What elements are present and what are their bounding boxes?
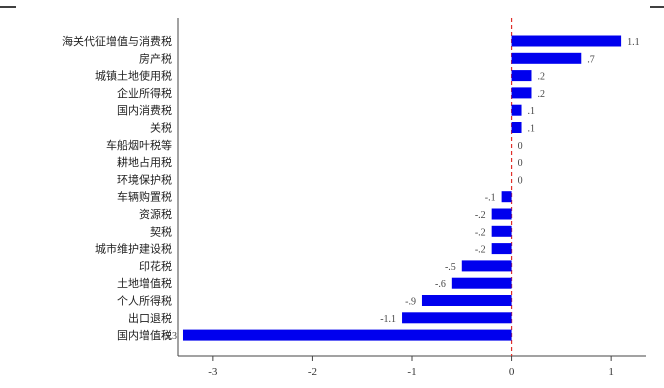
value-label: .1	[528, 106, 536, 117]
value-label: .2	[537, 89, 545, 100]
value-label: -.2	[475, 245, 486, 256]
bars	[182, 35, 622, 341]
category-label: 房产税	[139, 51, 172, 65]
category-label: 国内消费税	[117, 103, 172, 117]
bar	[451, 277, 512, 289]
category-label: 土地增值税	[117, 276, 172, 290]
bar	[402, 312, 512, 324]
category-label: 企业所得税	[117, 86, 172, 100]
value-label: -.5	[445, 262, 456, 273]
bar	[491, 208, 512, 220]
value-label: 1.1	[627, 37, 640, 48]
x-tick-label: 1	[608, 366, 614, 378]
category-label: 出口退税	[128, 311, 172, 325]
bar	[511, 52, 582, 64]
value-label: -.2	[475, 227, 486, 238]
category-labels: 海关代征增值与消费税房产税城镇土地使用税企业所得税国内消费税关税车船烟叶税等耕地…	[62, 34, 172, 342]
value-label: -.2	[475, 210, 486, 221]
value-label: -.1	[485, 193, 496, 204]
bar	[511, 70, 532, 82]
value-label: 0	[518, 141, 523, 152]
bar	[511, 35, 622, 47]
bar	[511, 87, 532, 99]
bar	[461, 260, 512, 272]
category-label: 印花税	[139, 259, 172, 273]
x-tick-label: -1	[407, 366, 416, 378]
category-label: 资源税	[139, 207, 172, 221]
value-label: 0	[518, 175, 523, 186]
bar	[421, 295, 512, 306]
value-label: .7	[587, 54, 595, 65]
category-label: 海关代征增值与消费税	[62, 34, 172, 48]
bar	[491, 243, 512, 255]
value-label: -.9	[405, 297, 416, 308]
bar	[511, 122, 522, 133]
bar	[182, 329, 512, 341]
value-labels: 1.1.7.2.2.1.1000-.1-.2-.2-.2-.5-.6-.9-1.…	[161, 37, 639, 342]
value-label: .2	[537, 72, 545, 83]
category-label: 车船烟叶税等	[106, 138, 172, 152]
value-label: -3.3	[161, 331, 177, 342]
category-label: 城市维护建设税	[95, 242, 172, 256]
value-label: 0	[518, 158, 523, 169]
x-tick-label: -3	[208, 366, 218, 378]
x-tick-label: -2	[308, 366, 317, 378]
x-tick-label: 0	[509, 366, 515, 378]
category-label: 耕地占用税	[117, 155, 172, 169]
value-label: -1.1	[380, 314, 396, 325]
category-label: 城镇土地使用税	[95, 69, 172, 83]
value-label: -.6	[435, 279, 446, 290]
category-label: 契税	[150, 224, 172, 238]
category-label: 个人所得税	[117, 294, 172, 308]
category-label: 车辆购置税	[117, 190, 172, 204]
bar	[511, 104, 522, 116]
category-label: 环境保护税	[117, 172, 172, 186]
bar	[501, 191, 512, 203]
bar	[491, 225, 512, 237]
x-ticks: -3 -2 -1 0 1	[208, 356, 614, 378]
category-label: 关税	[150, 121, 172, 135]
category-label: 国内增值税	[117, 328, 172, 342]
value-label: .1	[528, 124, 536, 135]
